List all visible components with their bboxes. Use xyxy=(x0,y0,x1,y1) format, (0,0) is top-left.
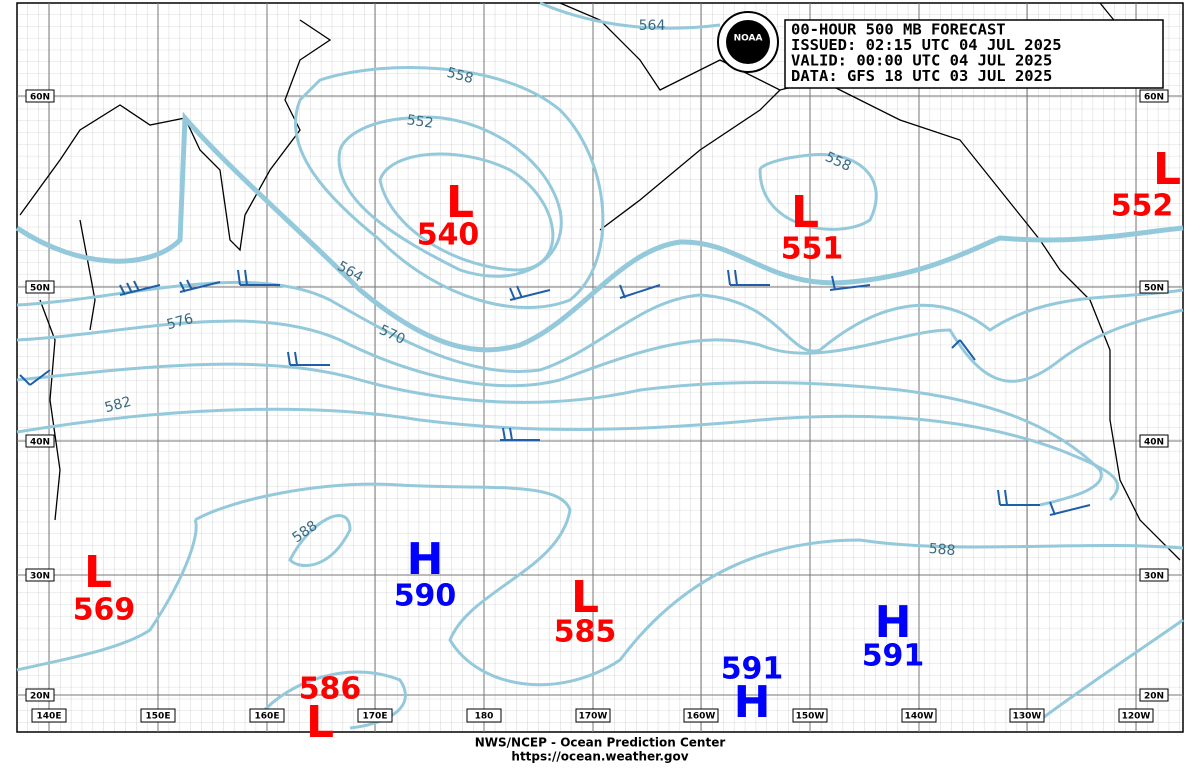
lon-label: 160E xyxy=(255,712,280,722)
system-value: 540 xyxy=(417,218,480,253)
lat-label: 30N xyxy=(30,572,50,582)
label-box xyxy=(25,434,55,448)
label-box xyxy=(466,708,502,723)
lat-label: 50N xyxy=(1144,284,1164,294)
lat-label: 40N xyxy=(30,438,50,448)
label-box xyxy=(1009,708,1045,723)
lon-label: 160W xyxy=(687,712,716,722)
system-value: 551 xyxy=(781,232,844,267)
labels: 60N 60N 50N 50N 40N 40N 30N 30N 20N 20N 140E 150E 16… xyxy=(25,18,1181,748)
system-letter: L xyxy=(446,177,474,228)
system-letter: H xyxy=(407,534,444,585)
system-value: 591 xyxy=(862,639,925,674)
lat-label: 30N xyxy=(1144,572,1164,582)
contour-label: 552 xyxy=(406,112,435,132)
label-box xyxy=(25,568,55,582)
system-value: 590 xyxy=(394,579,457,614)
system-letter: L xyxy=(791,187,819,238)
label-box xyxy=(1139,434,1169,448)
noaa-logo: NOAA xyxy=(717,11,779,73)
system-letter: L xyxy=(571,572,599,623)
label-box xyxy=(792,708,828,723)
label-box xyxy=(1139,89,1169,103)
label-box xyxy=(901,708,937,723)
system-value: 585 xyxy=(554,615,617,650)
header-line: 00-HOUR 500 MB FORECAST xyxy=(791,21,1006,39)
contour-label: 558 xyxy=(445,65,475,87)
lon-label: 180 xyxy=(475,712,494,722)
label-box xyxy=(683,708,719,723)
footer-line: NWS/NCEP - Ocean Prediction Center xyxy=(475,736,726,750)
label-box xyxy=(140,708,176,723)
system-letter: L xyxy=(306,697,334,748)
lat-label: 20N xyxy=(30,692,50,702)
lon-label: 170W xyxy=(579,712,608,722)
system-value: 552 xyxy=(1111,189,1174,224)
lon-label: 170E xyxy=(363,712,388,722)
contour-label: 576 xyxy=(165,311,195,333)
lon-label: 150W xyxy=(796,712,825,722)
lat-label: 60N xyxy=(30,93,50,103)
label-box xyxy=(25,89,55,103)
system-value: 586 xyxy=(299,672,362,707)
label-box xyxy=(25,280,55,294)
header-box xyxy=(784,19,1164,89)
system-value: 591 xyxy=(721,652,784,687)
header-line: VALID: 00:00 UTC 04 JUL 2025 xyxy=(791,52,1052,70)
lon-label: 140E xyxy=(37,712,62,722)
lat-label: 40N xyxy=(1144,438,1164,448)
major-grid xyxy=(17,3,1183,732)
footer-line: https://ocean.weather.gov xyxy=(511,750,688,764)
label-box xyxy=(249,708,285,723)
logo-text: NOAA xyxy=(734,34,763,44)
contour-label: 564 xyxy=(639,18,666,34)
lat-label: 60N xyxy=(1144,93,1164,103)
lon-label: 130W xyxy=(1013,712,1042,722)
lon-label: 120W xyxy=(1122,712,1151,722)
lat-label: 50N xyxy=(30,284,50,294)
map-frame xyxy=(16,2,1184,733)
label-box xyxy=(357,708,393,723)
system-letter: H xyxy=(875,597,912,648)
label-box xyxy=(1118,708,1154,723)
system-letter: L xyxy=(1153,144,1181,195)
label-box xyxy=(1139,280,1169,294)
header-line: DATA: GFS 18 UTC 03 JUL 2025 xyxy=(791,67,1052,85)
label-box xyxy=(31,708,67,723)
label-box xyxy=(1139,568,1169,582)
system-letter: L xyxy=(84,547,112,598)
contours xyxy=(15,1,1184,730)
contour-label: 588 xyxy=(928,541,956,559)
header-line: ISSUED: 02:15 UTC 04 JUL 2025 xyxy=(791,36,1062,54)
wind-barbs xyxy=(19,269,1091,516)
system-letter: H xyxy=(734,677,771,728)
lon-label: 150E xyxy=(146,712,171,722)
lat-label: 20N xyxy=(1144,692,1164,702)
label-box xyxy=(575,708,611,723)
lon-label: 140W xyxy=(905,712,934,722)
contour-label: 582 xyxy=(103,394,133,416)
label-box xyxy=(1139,688,1169,702)
system-value: 569 xyxy=(73,593,136,628)
label-box xyxy=(25,688,55,702)
